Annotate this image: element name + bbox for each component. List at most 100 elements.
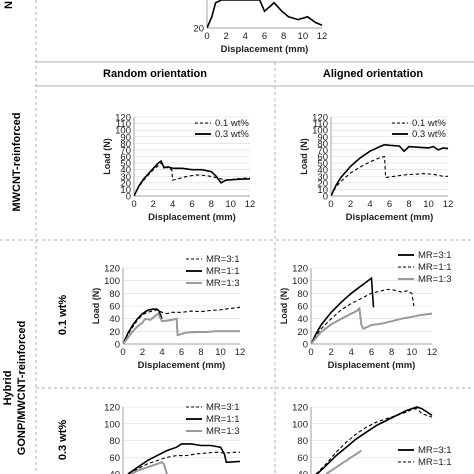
y-tick-label: 60 — [317, 152, 328, 163]
chart-hybrid-03-aligned: 40 60 80 100 120 MR=3:1MR=1:1 — [292, 403, 452, 474]
legend-label: MR=1:1 — [418, 457, 452, 468]
x-tick-label: 12 — [235, 347, 246, 358]
x-tick-label: 12 — [427, 347, 438, 358]
y-tick-label: 0 — [303, 340, 308, 351]
y-axis-label: Load (N) — [299, 138, 309, 175]
x-tick-label: 6 — [189, 199, 194, 210]
series-line-mr-1-1 — [127, 443, 241, 474]
series-line-unnamed-0 — [207, 0, 323, 28]
row-label-top-partial: N — [3, 1, 15, 9]
y-tick-label: 100 — [292, 276, 308, 287]
legend-label: 0.1 wt% — [215, 118, 249, 129]
chart-hybrid-03-random: 40 60 80 100 120 MR=3:1MR=1:1MR=1:3 — [104, 402, 241, 474]
y-tick-label: 0 — [323, 192, 328, 203]
y-axis-label: Load (N) — [279, 288, 289, 325]
y-tick-label: 100 — [312, 126, 328, 137]
x-tick-label: 6 — [387, 199, 392, 210]
x-tick-label: 10 — [298, 31, 309, 42]
y-tick-label: 80 — [297, 289, 308, 300]
x-axis-label: Displacement (mm) — [148, 212, 236, 223]
x-tick-label: 0 — [308, 347, 313, 358]
legend-label: MR=1:1 — [418, 262, 452, 273]
y-tick-label: 90 — [317, 132, 328, 143]
series-line-mr-1-1 — [315, 408, 433, 474]
x-axis-label: Displacement (mm) — [221, 44, 309, 55]
y-tick-label: 120 — [292, 403, 308, 414]
x-tick-label: 8 — [389, 347, 394, 358]
x-tick-label: 2 — [140, 347, 145, 358]
y-tick-label: 10 — [120, 185, 131, 196]
chart-top-partial: 200 2 4 6 8 10 12 Displacement (mm) — [193, 0, 327, 55]
y-tick-label: 40 — [109, 314, 120, 325]
x-axis-label: Displacement (mm) — [328, 360, 416, 371]
y-tick-label: 80 — [109, 289, 120, 300]
x-tick-label: 6 — [262, 31, 267, 42]
y-tick-label: 10 — [317, 185, 328, 196]
series-line-0-3-wt- — [331, 143, 449, 196]
y-tick-label: 30 — [120, 172, 131, 183]
x-tick-label: 8 — [198, 347, 203, 358]
y-tick-label: 60 — [120, 152, 131, 163]
x-tick-label: 10 — [407, 347, 418, 358]
y-tick-label: 60 — [109, 302, 120, 313]
y-tick-label: 40 — [297, 314, 308, 325]
series-line-0-3-wt- — [134, 159, 250, 196]
column-header-random: Random orientation — [103, 68, 207, 80]
legend-label: MR=1:1 — [206, 266, 240, 277]
series-line-mr-1-3 — [123, 312, 240, 344]
x-tick-label: 2 — [151, 199, 156, 210]
series-line-mr-1-1 — [123, 308, 163, 344]
legend-label: 0.3 wt% — [412, 129, 446, 140]
series-line-mr-1-3 — [130, 461, 168, 474]
y-tick-label: 50 — [120, 159, 131, 170]
y-tick-label: 100 — [292, 419, 308, 430]
y-tick-label: 100 — [115, 126, 131, 137]
x-tick-label: 4 — [159, 347, 164, 358]
x-tick-label: 10 — [215, 347, 226, 358]
row-label-03wt: 0.3 wt% — [57, 420, 69, 461]
y-tick-label: 40 — [120, 165, 131, 176]
y-axis-label: Load (N) — [91, 288, 101, 325]
y-tick-label: 110 — [313, 119, 328, 130]
y-tick-label: 100 — [104, 276, 120, 287]
labels: N Random orientation Aligned orientation… — [2, 1, 423, 460]
y-tick-label: 120 — [312, 113, 328, 124]
x-tick-label: 4 — [349, 347, 354, 358]
y-tick-label: 40 — [317, 165, 328, 176]
y-tick-label: 20 — [317, 178, 328, 189]
series-line-mr-3-1 — [128, 451, 240, 474]
x-tick-label: 4 — [243, 31, 248, 42]
series-line-mr-1-1 — [311, 288, 415, 344]
legend-label: MR=3:1 — [206, 402, 240, 413]
legend-label: MR=3:1 — [418, 250, 452, 261]
y-tick-label: 60 — [109, 453, 120, 464]
row-label-01wt: 0.1 wt% — [57, 295, 69, 336]
x-tick-label: 4 — [170, 199, 175, 210]
x-tick-label: 8 — [406, 199, 411, 210]
legend-label: 0.3 wt% — [215, 129, 249, 140]
x-tick-label: 12 — [245, 199, 256, 210]
x-tick-label: 10 — [225, 199, 236, 210]
y-tick-label: 0 — [115, 340, 120, 351]
y-axis-label: Load (N) — [102, 138, 112, 175]
y-tick-label: 70 — [120, 145, 131, 156]
x-tick-label: 0 — [328, 199, 333, 210]
series-line-mr-3-1 — [311, 276, 375, 344]
y-tick-label: 100 — [104, 419, 120, 430]
y-tick-label: 20 — [193, 24, 204, 35]
x-tick-label: 0 — [131, 199, 136, 210]
y-tick-label: 40 — [297, 470, 308, 474]
y-tick-label: 90 — [120, 132, 131, 143]
y-tick-label: 80 — [109, 436, 120, 447]
legend-label: MR=1:3 — [206, 278, 240, 289]
y-tick-label: 120 — [104, 403, 120, 414]
row-label-hybrid-line2: GONP/MWCNT-reinforced — [16, 321, 28, 455]
x-tick-label: 2 — [348, 199, 353, 210]
y-tick-label: 70 — [317, 145, 328, 156]
legend-label: MR=1:3 — [418, 274, 452, 285]
